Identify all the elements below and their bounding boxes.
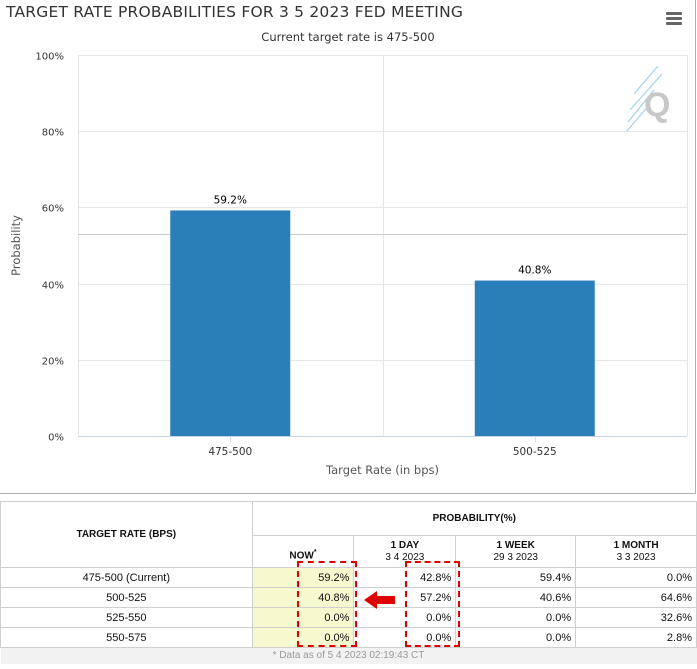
now-cell: 0.0% [251,627,355,648]
y-tick-label: 40% [42,281,64,292]
y-tick-label: 80% [42,128,64,139]
y-tick-label: 20% [42,357,64,368]
now-cell: 59.2% [251,567,355,588]
rate-cell: 525-550 [0,607,253,628]
week-cell: 59.4% [455,567,577,588]
month-cell: 2.8% [575,627,697,648]
rate-cell: 550-575 [0,627,253,648]
rate-cell: 475-500 (Current) [0,567,253,588]
col-1week-header: 1 WEEK 29 3 2023 [455,535,577,568]
table-row: 525-550 0.0% 0.0% 0.0% 32.6% [0,607,697,628]
bar [474,280,595,436]
day-cell: 0.0% [353,627,457,648]
chart-panel: TARGET RATE PROBABILITIES FOR 3 5 2023 F… [0,0,696,494]
day-cell: 0.0% [353,607,457,628]
y-axis-title: Probability [9,215,23,276]
month-cell: 64.6% [575,587,697,608]
x-tick-label: 500-525 [513,446,557,458]
chart-subtitle: Current target rate is 475-500 [261,30,435,44]
hamburger-menu-icon[interactable] [666,12,682,25]
svg-text:Q: Q [644,86,670,124]
target-rate-header: TARGET RATE (BPS) [0,501,253,568]
chart-title: TARGET RATE PROBABILITIES FOR 3 5 2023 F… [6,3,464,21]
probability-header: PROBABILITY(%) [251,501,697,536]
week-cell: 0.0% [455,627,577,648]
week-cell: 40.6% [455,587,577,608]
bar [170,210,291,436]
table-row: 550-575 0.0% 0.0% 0.0% 2.8% [0,627,697,648]
data-timestamp-footnote: * Data as of 5 4 2023 02:19:43 CT [0,647,697,664]
month-cell: 32.6% [575,607,697,628]
left-arrow-icon [364,591,395,609]
q-logo-icon: Q [625,65,670,133]
rate-cell: 500-525 [0,587,253,608]
y-tick-label: 0% [48,433,64,444]
data-label: 59.2% [214,194,247,206]
y-tick-label: 100% [35,52,64,63]
now-cell: 40.8% [251,587,355,608]
x-axis-title: Target Rate (in bps) [325,463,439,477]
bar-chart: 0% 20% 40% 60% 80% 100% 59.2% 475-500 40.8% 500-5… [9,52,688,477]
month-cell: 0.0% [575,567,697,588]
highlight-box-now [297,561,357,647]
highlight-box-1day [405,561,460,647]
data-label: 40.8% [518,265,551,277]
y-tick-label: 60% [42,204,64,215]
week-cell: 0.0% [455,607,577,628]
col-1month-header: 1 MONTH 3 3 2023 [575,535,697,568]
x-tick-label: 475-500 [208,446,252,458]
